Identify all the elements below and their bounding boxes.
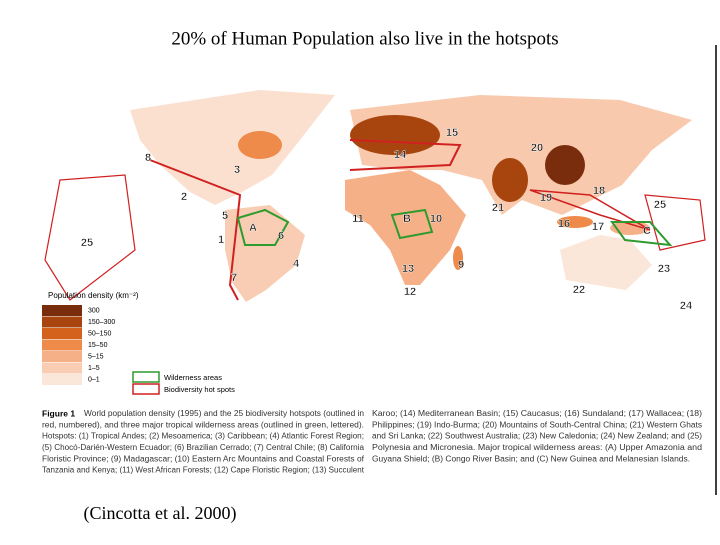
map-label: 9 — [458, 259, 464, 271]
legend-swatch — [42, 374, 82, 385]
hotspot-outline — [644, 194, 706, 251]
hotspot-outline — [349, 139, 462, 171]
map-label: 1 — [218, 234, 224, 246]
map-label: 17 — [592, 221, 604, 233]
caption-line: World population density (1995) and the … — [84, 409, 364, 418]
hotspot-outline — [529, 189, 651, 231]
caption-line: and Sri Lanka; (22) Southwest Australia;… — [372, 432, 702, 441]
map-label: 23 — [658, 263, 670, 275]
map-label: 14 — [394, 149, 407, 161]
map-label: 4 — [293, 258, 300, 270]
map-label: A — [249, 222, 257, 234]
map-label: 22 — [573, 284, 585, 296]
legend-swatch — [132, 371, 160, 383]
legend-title: Population density (km⁻²) — [48, 291, 139, 300]
legend-swatch — [42, 316, 82, 328]
dense-europe — [350, 115, 440, 155]
legend-label: 1–5 — [88, 365, 100, 372]
map-label: B — [403, 213, 411, 225]
legend-label: 50–150 — [88, 330, 111, 337]
map-label: 12 — [404, 286, 416, 298]
map-label: 2 — [181, 191, 187, 203]
map-label: 10 — [430, 213, 442, 225]
indonesia — [557, 216, 593, 228]
map-label: 13 — [402, 263, 414, 275]
legend-label: 150–300 — [88, 319, 115, 326]
map-label: 24 — [680, 300, 693, 312]
caption: Figure 1 World population density (1995) … — [42, 408, 702, 474]
map-label: 7 — [231, 272, 237, 284]
australia — [560, 235, 652, 290]
legend-label: 15–50 — [88, 342, 108, 349]
caption-line: Hotspots: (1) Tropical Andes; (2) Mesoam… — [42, 432, 364, 441]
map-label: 11 — [352, 213, 364, 225]
map-label: 16 — [558, 218, 570, 230]
figure-label: Figure 1 — [42, 408, 75, 418]
legend-label: Biodiversity hot spots — [164, 385, 235, 394]
map-label: 8 — [145, 152, 151, 164]
legend-swatch — [42, 305, 82, 316]
map-label: 15 — [446, 127, 458, 139]
map-label: 21 — [492, 202, 504, 214]
map-label: 5 — [222, 210, 228, 222]
madagascar — [453, 246, 463, 270]
caption-line: Philippines; (19) Indo-Burma; (20) Mount… — [372, 420, 702, 429]
slide-title: 20% of Human Population also live in the… — [171, 28, 558, 49]
eurasia — [350, 95, 692, 215]
north-america — [130, 90, 335, 205]
legend: Population density (km⁻²) 300 150–300 50–1… — [42, 291, 235, 395]
caption-line: Guyana Shield; (B) Congo River Basin; an… — [372, 454, 690, 463]
caption-line: red, numbered), and three major tropical… — [42, 420, 364, 429]
africa — [345, 170, 466, 285]
caption-line: (5) Chocó-Darién-Western Ecuador; (6) Br… — [42, 443, 365, 452]
wilderness-outline — [390, 208, 434, 240]
map-label: 6 — [278, 230, 284, 242]
wilderness-outline — [236, 208, 290, 246]
map-label: 19 — [540, 192, 552, 204]
legend-swatch — [42, 362, 82, 374]
caption-line: Floristic Province; (9) Madagascar; (10)… — [42, 454, 365, 463]
legend-swatch — [42, 339, 82, 351]
legend-label: Wilderness areas — [164, 373, 222, 382]
caption-line: Tanzania and Kenya; (11) West African Fo… — [42, 466, 365, 475]
map-label: 18 — [593, 185, 605, 197]
map-label: 3 — [234, 164, 240, 176]
dense-india — [492, 158, 528, 202]
map-label: 25 — [654, 199, 666, 211]
citation: (Cincotta et al. 2000) — [84, 503, 237, 524]
hotspot-outline — [149, 159, 242, 301]
dense-china — [545, 145, 585, 185]
legend-label: 0–1 — [88, 376, 100, 383]
legend-swatch — [42, 328, 82, 339]
dense-us-east — [238, 131, 282, 159]
caption-line: Karoo; (14) Mediterranean Basin; (15) Ca… — [372, 409, 702, 418]
map-label: C — [643, 225, 651, 237]
map-label: 25 — [81, 237, 93, 249]
map-label: 20 — [531, 142, 543, 154]
wilderness-outline — [610, 221, 673, 247]
legend-label: 300 — [88, 307, 100, 314]
caption-line: Polynesia and Micronesia. Major tropical… — [372, 443, 702, 452]
legend-swatch — [132, 383, 160, 395]
legend-swatch — [42, 351, 82, 362]
legend-label: 5–15 — [88, 353, 104, 360]
hotspot-outline — [44, 174, 136, 301]
